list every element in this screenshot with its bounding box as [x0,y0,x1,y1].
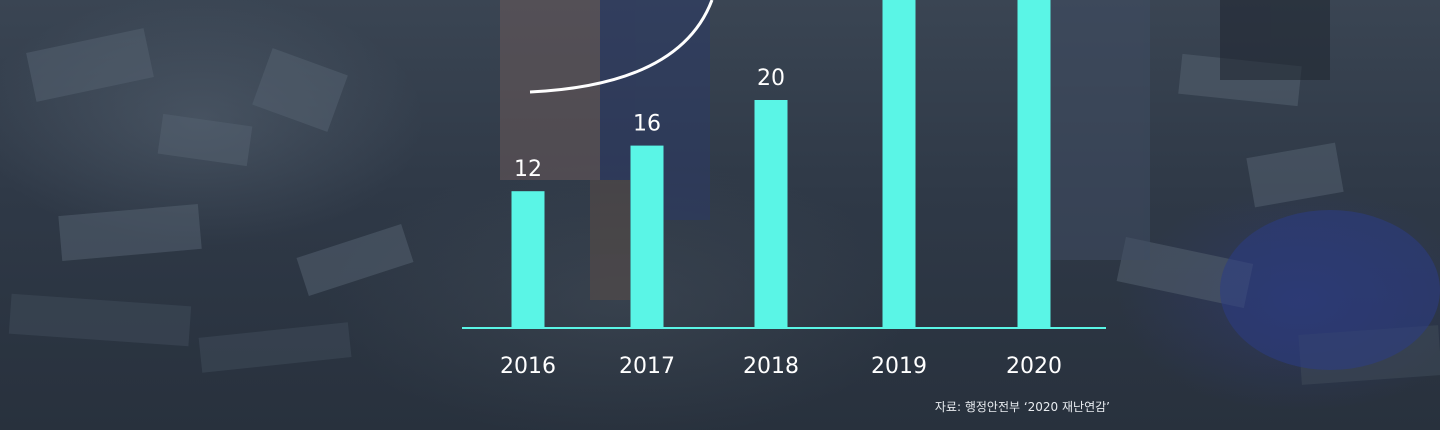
x-tick-label-2019: 2019 [871,354,927,379]
bar-2020 [1017,0,1051,328]
bar-2016 [511,191,545,328]
bar-2018 [754,100,788,328]
decorative-curve [529,0,714,94]
data-label-2018: 20 [757,66,785,91]
data-label-2017: 16 [633,112,661,137]
x-tick-label-2020: 2020 [1006,354,1062,379]
bar-2017 [630,145,664,328]
x-tick-label-2016: 2016 [500,354,556,379]
data-label-2016: 12 [514,157,542,182]
x-tick-label-2017: 2017 [619,354,675,379]
x-tick-label-2018: 2018 [743,354,799,379]
source-note: 자료: 행정안전부 ‘2020 재난연감’ [934,400,1110,414]
bar-2019 [882,0,916,328]
